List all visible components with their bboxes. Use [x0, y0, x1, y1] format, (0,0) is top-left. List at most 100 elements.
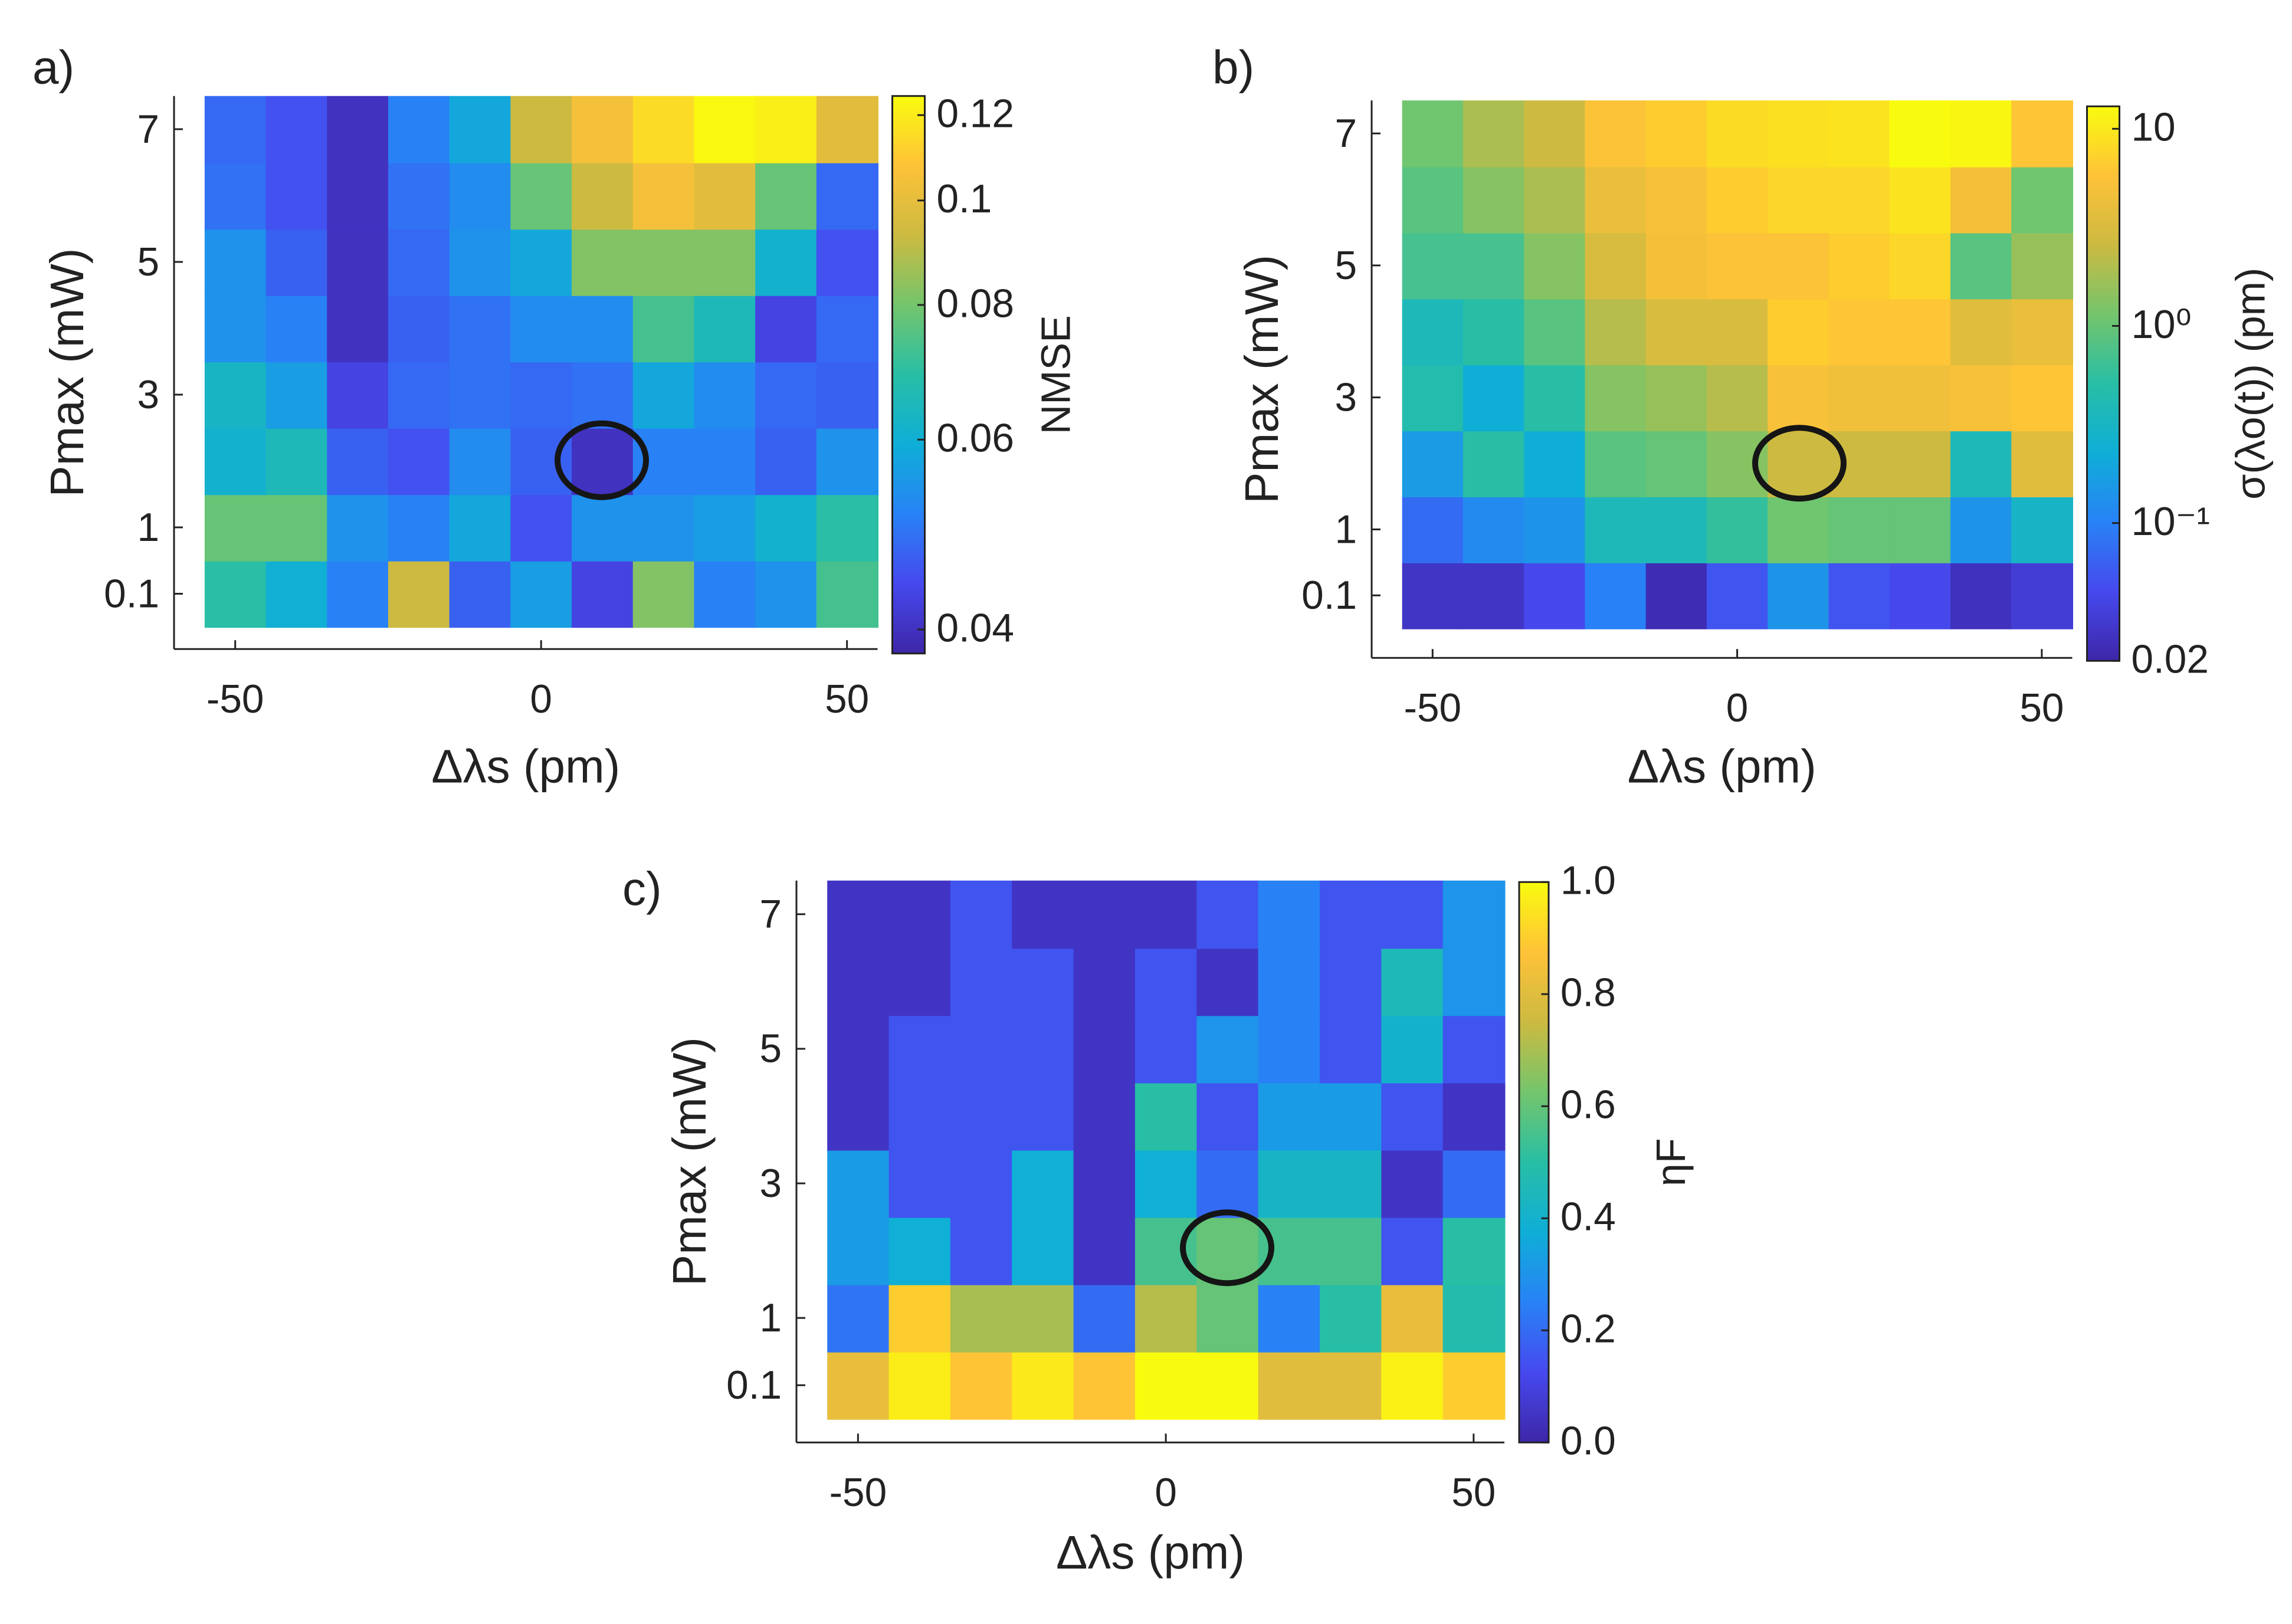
- heatmap-cell: [2011, 166, 2073, 234]
- heatmap-cell: [1319, 1351, 1382, 1420]
- heatmap-cell: [888, 1082, 952, 1151]
- heatmap-cell: [1768, 298, 1829, 366]
- heatmap-cell: [1585, 232, 1647, 300]
- y-tick-label: 5: [759, 1027, 782, 1071]
- heatmap-cell: [1889, 364, 1952, 432]
- heatmap-cell: [1463, 364, 1525, 432]
- heatmap-cell: [2011, 298, 2073, 366]
- heatmap-cell: [327, 361, 389, 429]
- heatmap-cell: [572, 96, 634, 163]
- heatmap-cell: [888, 1351, 952, 1420]
- heatmap-cell: [632, 494, 695, 562]
- heatmap-cell: [265, 228, 328, 296]
- heatmap-cell: [1585, 496, 1647, 563]
- heatmap-cell: [816, 96, 878, 163]
- heatmap-cell: [694, 96, 756, 163]
- heatmap-cell: [950, 1351, 1013, 1420]
- heatmap-cell: [755, 560, 818, 628]
- heatmap-cell: [1073, 1217, 1136, 1285]
- heatmap-cell: [888, 880, 952, 949]
- heatmap-cell: [1381, 1015, 1444, 1084]
- heatmap-cell: [1381, 1150, 1444, 1218]
- heatmap-cell: [1012, 1150, 1075, 1218]
- y-axis-label: Pmax (mW): [1235, 255, 1288, 504]
- panel-label: c): [622, 862, 662, 915]
- heatmap-cell: [1585, 562, 1647, 629]
- heatmap-cell: [1073, 1082, 1136, 1151]
- heatmap-cell: [1012, 1351, 1075, 1420]
- y-tick-label: 0.1: [726, 1363, 782, 1408]
- heatmap-cell: [1524, 430, 1586, 497]
- heatmap-cell: [1196, 1082, 1260, 1151]
- heatmap-cell: [265, 494, 328, 562]
- heatmap-cell: [510, 361, 573, 429]
- heatmap-cell: [388, 228, 451, 296]
- heatmap-cell: [1012, 947, 1075, 1016]
- heatmap-cell: [1828, 298, 1891, 366]
- heatmap-cell: [1889, 100, 1952, 168]
- heatmap-cell: [950, 1150, 1013, 1218]
- heatmap-cell: [327, 428, 389, 496]
- colorbar-tick-label: 0.6: [1560, 1083, 1616, 1127]
- y-tick-label: 3: [759, 1162, 782, 1206]
- heatmap-cell: [572, 560, 634, 628]
- y-tick-label: 1: [759, 1296, 782, 1340]
- heatmap-cell: [1402, 232, 1464, 300]
- heatmap-cell: [1645, 100, 1708, 168]
- heatmap-cell: [449, 162, 511, 230]
- heatmap-cell: [755, 162, 818, 230]
- heatmap-cell: [632, 162, 695, 230]
- colorbar-label: ηF: [1648, 1138, 1694, 1186]
- heatmap-cell: [950, 947, 1013, 1016]
- colorbar-label: NMSE: [1032, 315, 1078, 434]
- x-tick-label: 50: [2019, 686, 2064, 730]
- heatmap-cell: [510, 560, 573, 628]
- colorbar-tick-label: 10⁻¹: [2132, 500, 2210, 544]
- heatmap-cell: [1134, 1015, 1198, 1084]
- x-axis-label: Δλs (pm): [1628, 740, 1816, 792]
- heatmap-cell: [204, 295, 267, 363]
- heatmap-cell: [327, 96, 389, 163]
- heatmap-cell: [1585, 430, 1647, 497]
- heatmap-cell: [204, 560, 267, 628]
- heatmap-cell: [572, 361, 634, 429]
- heatmap-cell: [816, 560, 878, 628]
- heatmap-cell: [816, 361, 878, 429]
- heatmap-cell: [1706, 166, 1769, 234]
- heatmap-cell: [1768, 232, 1829, 300]
- heatmap-cell: [1381, 1351, 1444, 1420]
- heatmap-cell: [1706, 562, 1769, 629]
- heatmap-cell: [827, 947, 890, 1016]
- heatmap-cell: [1196, 1217, 1260, 1285]
- y-tick-label: 0.1: [1301, 573, 1357, 618]
- heatmap-cell: [1134, 1150, 1198, 1218]
- heatmap-cell: [1645, 430, 1708, 497]
- heatmap-cell: [265, 361, 328, 429]
- heatmap-cell: [327, 494, 389, 562]
- heatmap-cell: [827, 1015, 890, 1084]
- heatmap-cell: [1319, 1015, 1382, 1084]
- colorbar-tick-label: 0.02: [2132, 638, 2209, 682]
- heatmap-cell: [1768, 166, 1829, 234]
- heatmap-cell: [1524, 166, 1586, 234]
- heatmap-cell: [1645, 562, 1708, 629]
- heatmap-cell: [1073, 947, 1136, 1016]
- heatmap-cell: [1258, 1150, 1321, 1218]
- heatmap-cell: [572, 162, 634, 230]
- heatmap-cell: [632, 228, 695, 296]
- heatmap-cell: [204, 162, 267, 230]
- heatmap-cell: [572, 428, 634, 496]
- heatmap-cell: [888, 1150, 952, 1218]
- heatmap-cell: [888, 1284, 952, 1353]
- heatmap-cell: [888, 947, 952, 1016]
- heatmap-cell: [1442, 1284, 1506, 1353]
- heatmap-cell: [694, 162, 756, 230]
- heatmap-cell: [1319, 1217, 1382, 1285]
- heatmap-cell: [1706, 430, 1769, 497]
- heatmap-cell: [1463, 166, 1525, 234]
- heatmap-cell: [388, 96, 451, 163]
- heatmap-cell: [204, 96, 267, 163]
- heatmap-cell: [1889, 232, 1952, 300]
- heatmap-cell: [1889, 166, 1952, 234]
